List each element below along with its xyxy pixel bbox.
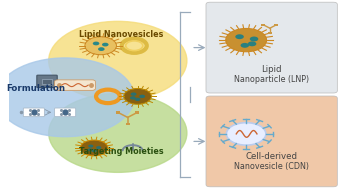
FancyBboxPatch shape [55, 108, 76, 117]
Circle shape [124, 88, 151, 104]
Circle shape [87, 148, 93, 151]
FancyBboxPatch shape [55, 80, 95, 90]
Circle shape [96, 146, 101, 149]
Text: Formulation: Formulation [6, 84, 65, 93]
Circle shape [130, 96, 136, 100]
Text: Lipid: Lipid [261, 65, 282, 74]
Circle shape [139, 95, 145, 98]
Circle shape [226, 123, 266, 145]
Circle shape [135, 98, 140, 101]
FancyBboxPatch shape [274, 24, 278, 26]
Circle shape [88, 145, 94, 148]
FancyBboxPatch shape [23, 108, 44, 117]
Circle shape [102, 43, 108, 46]
FancyBboxPatch shape [42, 79, 52, 84]
FancyBboxPatch shape [261, 24, 265, 26]
FancyBboxPatch shape [135, 112, 139, 114]
FancyBboxPatch shape [268, 32, 272, 34]
Circle shape [131, 92, 137, 96]
Text: Nanoparticle (LNP): Nanoparticle (LNP) [234, 75, 309, 84]
Circle shape [250, 36, 258, 41]
Text: Cell-derived: Cell-derived [245, 152, 298, 161]
Circle shape [241, 43, 249, 48]
Circle shape [49, 21, 187, 100]
Text: Nanovesicle (CDN): Nanovesicle (CDN) [234, 162, 309, 171]
Circle shape [98, 47, 105, 51]
FancyBboxPatch shape [206, 96, 337, 187]
Circle shape [92, 149, 97, 152]
Circle shape [85, 37, 117, 55]
Circle shape [248, 41, 256, 46]
FancyBboxPatch shape [116, 112, 120, 114]
Circle shape [49, 94, 187, 172]
FancyBboxPatch shape [206, 2, 337, 93]
FancyBboxPatch shape [126, 123, 129, 125]
Circle shape [226, 29, 266, 52]
Circle shape [80, 140, 108, 156]
Circle shape [235, 34, 244, 39]
Text: Lipid Nanovesicles: Lipid Nanovesicles [79, 30, 163, 39]
Circle shape [93, 42, 99, 45]
Circle shape [0, 58, 134, 137]
Text: Targeting Moieties: Targeting Moieties [79, 147, 163, 156]
FancyBboxPatch shape [37, 75, 57, 88]
